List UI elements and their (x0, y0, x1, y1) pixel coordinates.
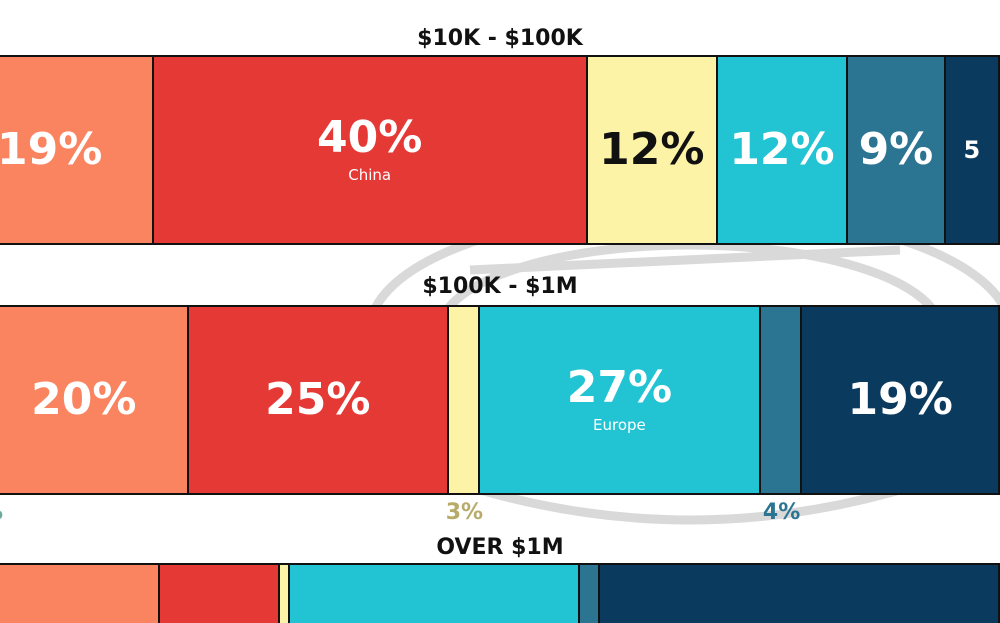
segment-value-label: 5 (963, 136, 981, 164)
bar-segment: 5 (945, 57, 1000, 243)
below-labels-100k-1m: % 3% 4% (0, 500, 1000, 530)
group-title-over-1m: OVER $1M (436, 535, 564, 560)
bar-segment (580, 565, 600, 623)
bar-segment: 20% (0, 307, 189, 493)
segment-value-label: 25% (265, 374, 371, 425)
bar-segment: 19% (0, 57, 154, 243)
bar-segment: 25% (188, 307, 449, 493)
segment-region-label: Europe (593, 416, 646, 434)
bar-segment: 12% (587, 57, 718, 243)
bar-segment (280, 565, 290, 623)
bar-row-over-1m (0, 563, 1000, 623)
segment-value-label: 27% (566, 362, 673, 413)
bar-segment: 40% China (153, 57, 588, 243)
segment-value-label: 20% (31, 374, 137, 425)
segment-value-label: 19% (0, 124, 103, 175)
segment-region-label: China (348, 166, 392, 184)
segment-outside-label: 3% (445, 500, 484, 525)
bar-segment: 27% Europe (480, 307, 761, 493)
bar-segment (760, 307, 803, 493)
group-title-100k-1m: $100K - $1M (422, 274, 578, 299)
segment-value-label: 12% (729, 124, 835, 175)
bar-segment (448, 307, 480, 493)
bar-segment (290, 565, 580, 623)
bar-segment: 9% (848, 57, 946, 243)
segment-outside-label: 4% (762, 500, 801, 525)
bar-segment (0, 565, 160, 623)
segment-value-label: 12% (599, 124, 705, 175)
bar-segment: 12% (717, 57, 849, 243)
segment-value-label: 9% (858, 124, 934, 175)
bar-row-100k-1m: 20% 25% 27% Europe 19% (0, 305, 1000, 495)
group-title-10k-100k: $10K - $100K (417, 26, 583, 51)
bar-segment (160, 565, 280, 623)
segment-value-label: 19% (847, 374, 953, 425)
bar-segment: 19% (802, 307, 1000, 493)
segment-outside-label: % (0, 500, 3, 525)
bar-segment (600, 565, 1000, 623)
segment-value-label: 40% (317, 112, 423, 163)
